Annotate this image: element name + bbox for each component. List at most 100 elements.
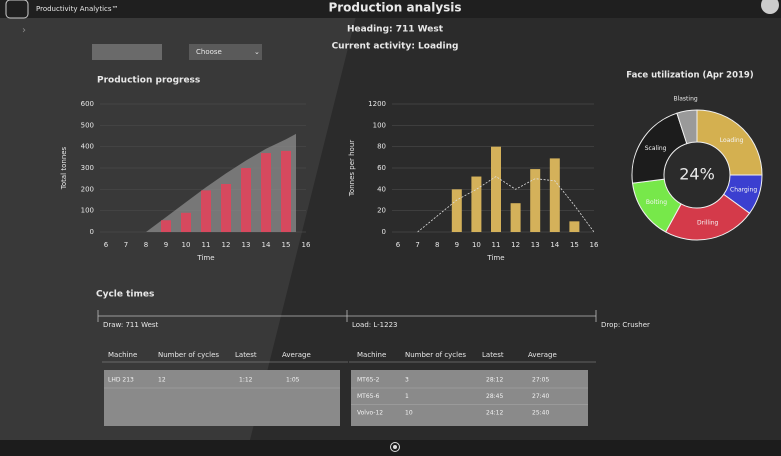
x-tick-label: 16: [590, 241, 599, 249]
bar: [161, 220, 171, 232]
dropdown-arrow: ⌄: [254, 48, 260, 56]
table-cell: LHD 213: [108, 377, 134, 384]
y-axis-label: Tonnes per hour: [348, 140, 356, 197]
activity: Current activity: Loading: [332, 42, 459, 52]
column-header: Machine: [357, 351, 386, 359]
x-tick-label: 9: [455, 241, 459, 249]
table-cell: 3: [405, 377, 409, 384]
section-title: Cycle times: [96, 290, 154, 300]
segment-label: Bolting: [646, 199, 667, 206]
table-cell: 28:12: [486, 377, 503, 384]
table-cell: Volvo-12: [357, 410, 383, 417]
column-header: Latest: [235, 351, 257, 359]
center-label: 24%: [679, 165, 715, 184]
location-input[interactable]: [92, 44, 162, 60]
x-tick-label: 7: [415, 241, 419, 249]
bar: [201, 190, 211, 232]
bar: [221, 184, 231, 232]
x-axis-label: Time: [196, 254, 214, 262]
y-tick-label: 100: [81, 207, 94, 215]
y-tick-label: 600: [81, 100, 94, 108]
y-tick-label: 80: [377, 143, 386, 151]
x-tick-label: 10: [472, 241, 481, 249]
nav-dot: [393, 445, 397, 449]
y-tick-label: 200: [81, 185, 94, 193]
segment-label: Charging: [730, 187, 757, 194]
donut-segment: [696, 109, 763, 176]
area: [146, 133, 296, 232]
table-body: [104, 370, 340, 426]
bar: [181, 212, 191, 232]
table-cell: 25:40: [532, 410, 549, 417]
bar: [471, 176, 482, 232]
y-tick-label: 400: [81, 143, 94, 151]
column-header: Latest: [482, 351, 504, 359]
bar: [530, 169, 541, 232]
table-cell: 12: [158, 377, 166, 384]
x-tick-label: 8: [435, 241, 439, 249]
page-title: Production analysis: [328, 1, 461, 15]
x-tick-label: 13: [531, 241, 540, 249]
x-tick-label: 13: [242, 241, 251, 249]
x-tick-label: 12: [511, 241, 520, 249]
nav-button[interactable]: [390, 442, 400, 452]
y-tick-label: 500: [81, 121, 94, 129]
table-cell: 1:12: [239, 377, 253, 384]
column-header: Average: [282, 351, 311, 359]
table-cell: MT65-2: [357, 377, 380, 384]
bar: [510, 203, 521, 232]
y-tick-label: 100: [373, 121, 386, 129]
stage-label: Load: L-1223: [352, 321, 398, 329]
y-tick-label: 60: [377, 164, 386, 172]
table-cell: 1: [405, 393, 409, 400]
y-tick-label: 0: [90, 228, 94, 236]
table-cell: 24:12: [486, 410, 503, 417]
table-cell: 1:05: [286, 377, 300, 384]
x-tick-label: 9: [164, 241, 168, 249]
dropdown-label[interactable]: Choose: [196, 48, 222, 56]
x-tick-label: 15: [570, 241, 579, 249]
column-header: Average: [528, 351, 557, 359]
x-tick-label: 14: [550, 241, 559, 249]
column-header: Machine: [108, 351, 137, 359]
sidebar-toggle[interactable]: ›: [22, 25, 26, 36]
table-cell: 27:40: [532, 393, 549, 400]
table-cell: MT65-6: [357, 393, 380, 400]
segment-label: Loading: [720, 137, 744, 144]
y-axis-label: Total tonnes: [60, 146, 68, 190]
y-tick-label: 20: [377, 207, 386, 215]
segment-label: Drilling: [697, 219, 719, 226]
segment-label: Blasting: [673, 95, 697, 102]
table-cell: 10: [405, 410, 413, 417]
x-tick-label: 6: [396, 241, 401, 249]
chart-title: Production progress: [97, 76, 200, 86]
bar: [491, 146, 501, 232]
x-axis-label: Time: [486, 254, 504, 262]
x-tick-label: 10: [182, 241, 191, 249]
x-tick-label: 16: [302, 241, 311, 249]
table-cell: 28:45: [486, 393, 503, 400]
column-header: Number of cycles: [158, 351, 219, 359]
table-cell: 27:05: [532, 377, 549, 384]
y-tick-label: 40: [377, 185, 386, 193]
table-body: [351, 370, 588, 426]
dropdown[interactable]: [189, 44, 262, 60]
bar: [549, 158, 560, 232]
x-tick-label: 6: [104, 241, 109, 249]
column-header: Number of cycles: [405, 351, 466, 359]
brand: Productivity Analytics™: [36, 5, 119, 13]
user-icon[interactable]: [761, 0, 779, 14]
y-tick-label: 1200: [368, 100, 386, 108]
line: [417, 176, 595, 233]
bar: [241, 168, 251, 232]
stage-label: Drop: Crusher: [601, 321, 650, 329]
y-tick-label: 0: [382, 228, 386, 236]
segment-label: Scaling: [645, 145, 667, 152]
y-tick-label: 300: [81, 164, 94, 172]
x-tick-label: 11: [202, 241, 211, 249]
heading: Heading: 711 West: [347, 25, 444, 35]
bar: [451, 189, 462, 232]
x-tick-label: 7: [124, 241, 128, 249]
